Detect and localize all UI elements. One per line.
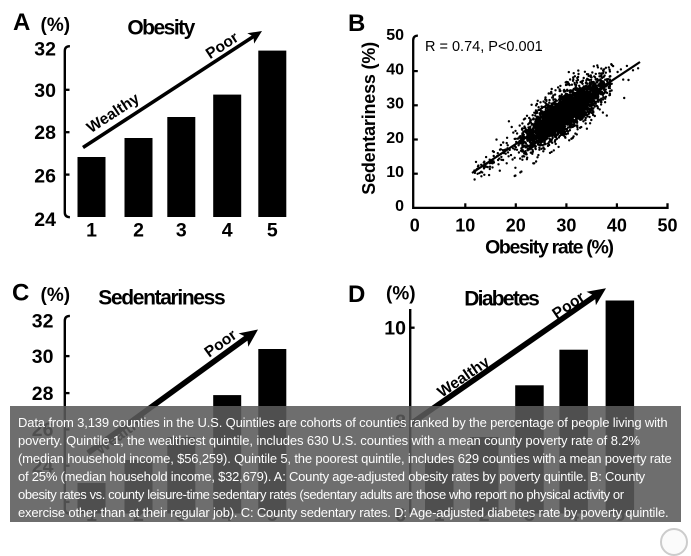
svg-text:30: 30 [386,96,404,113]
svg-text:24: 24 [34,209,56,231]
svg-text:Diabetes: Diabetes [464,287,539,310]
svg-text:10: 10 [455,216,475,236]
svg-text:30: 30 [32,346,54,368]
svg-text:B: B [348,10,365,37]
svg-text:C: C [12,280,29,307]
svg-text:50: 50 [657,216,677,236]
svg-text:A: A [13,9,30,36]
svg-text:28: 28 [34,122,56,144]
svg-text:R = 0.74, P<0.001: R = 0.74, P<0.001 [425,39,543,55]
svg-text:40: 40 [607,216,627,236]
svg-text:2: 2 [133,220,144,242]
svg-text:1: 1 [86,220,97,242]
svg-text:(%): (%) [41,285,71,306]
svg-text:40: 40 [386,61,404,78]
svg-text:4: 4 [222,220,233,242]
svg-text:50: 50 [386,27,404,44]
svg-text:D: D [348,281,365,308]
svg-text:Sedentariness (%): Sedentariness (%) [359,42,379,195]
svg-text:26: 26 [34,166,56,188]
svg-text:(%): (%) [386,284,416,305]
svg-text:Sedentariness: Sedentariness [98,286,225,309]
svg-text:32: 32 [34,38,56,60]
svg-text:10: 10 [386,164,404,181]
svg-text:3: 3 [176,220,187,242]
svg-text:0: 0 [410,216,420,236]
svg-text:Wealthy: Wealthy [434,353,493,401]
svg-text:30: 30 [556,216,576,236]
svg-text:20: 20 [506,216,526,236]
svg-text:0: 0 [395,198,404,215]
svg-text:30: 30 [34,80,56,102]
svg-text:20: 20 [386,130,404,147]
svg-text:10: 10 [384,318,406,340]
svg-text:(%): (%) [41,15,71,36]
svg-text:32: 32 [32,311,54,333]
svg-text:5: 5 [267,220,278,242]
svg-text:28: 28 [32,383,54,405]
svg-text:Obesity rate (%): Obesity rate (%) [485,236,613,258]
svg-text:Obesity: Obesity [127,17,195,40]
